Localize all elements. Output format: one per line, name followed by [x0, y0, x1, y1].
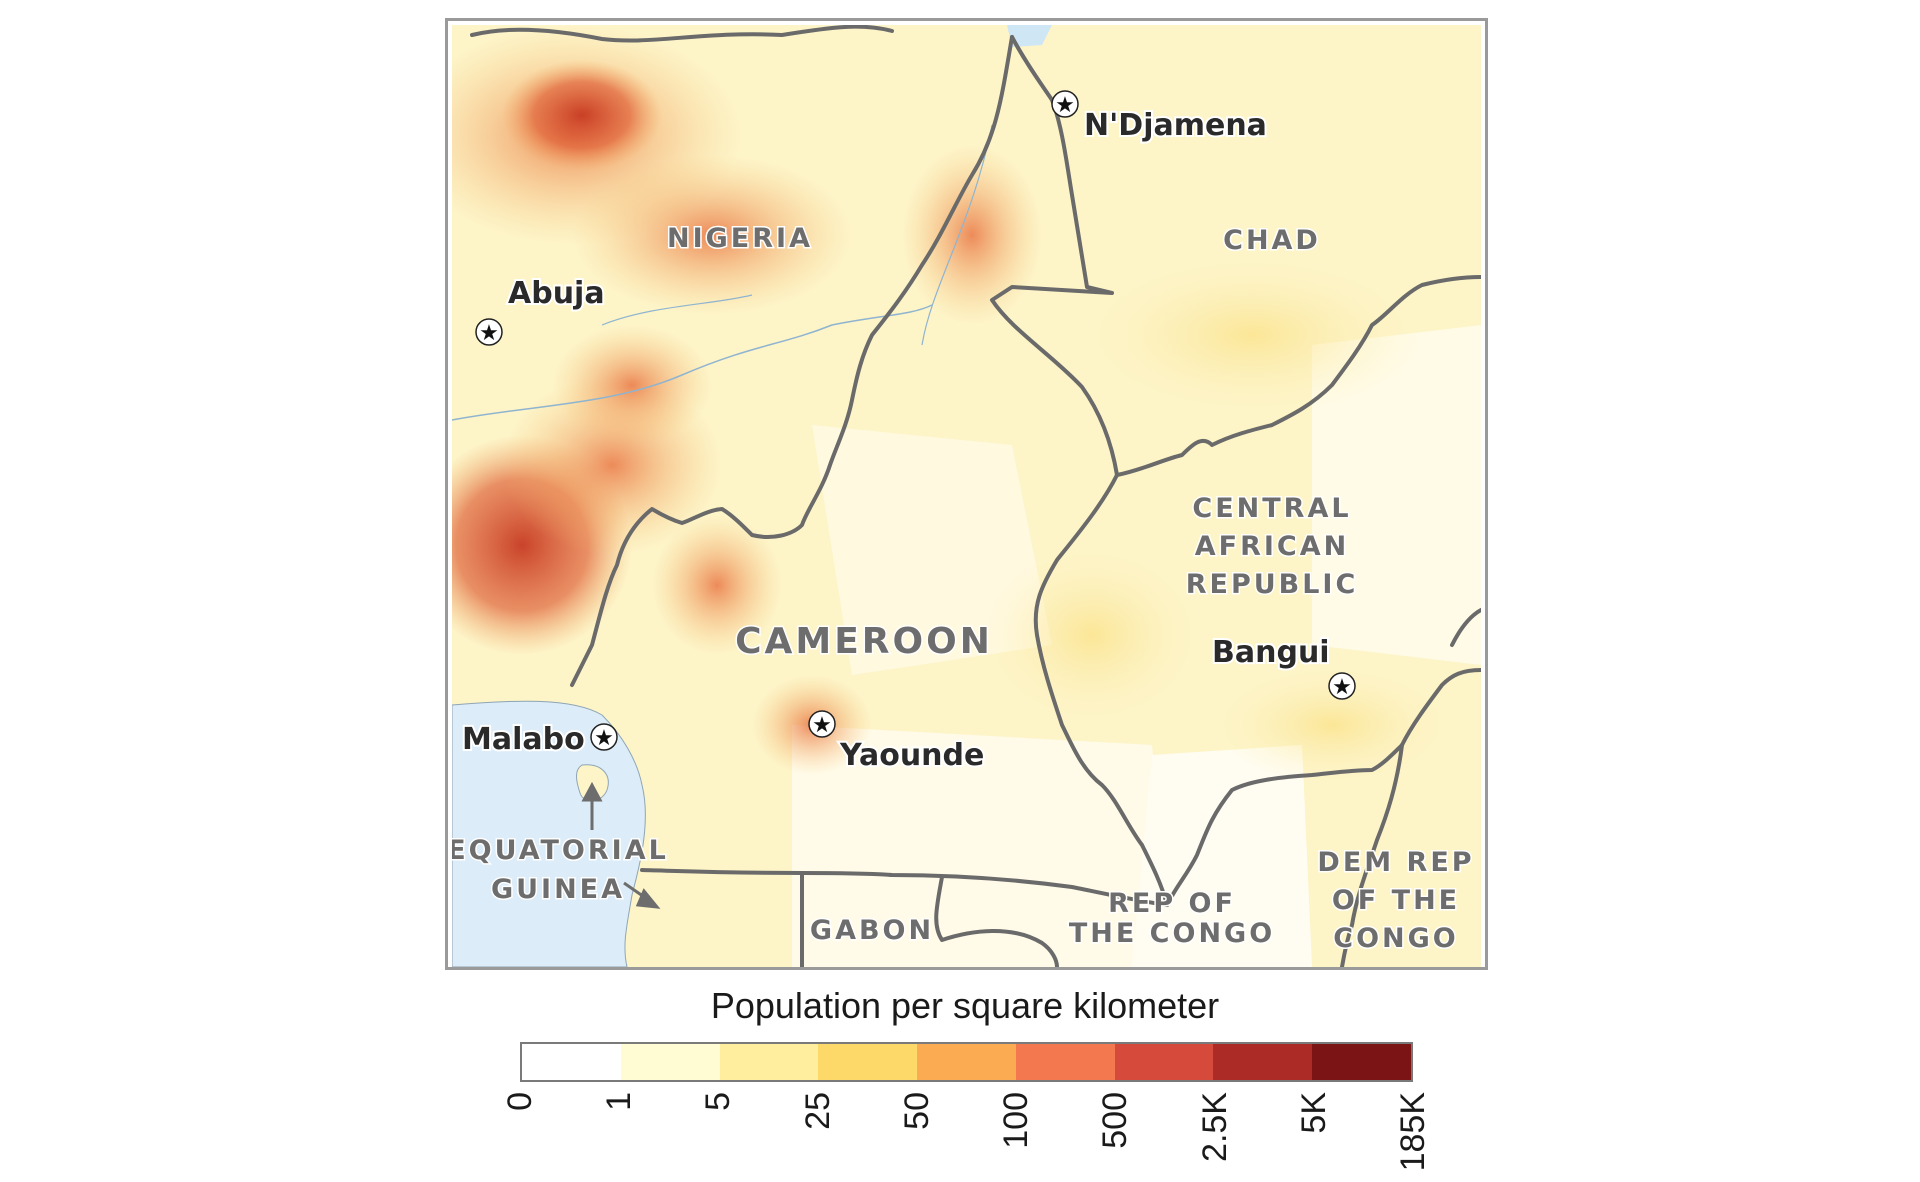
label-car-line1: CENTRAL	[1192, 493, 1351, 524]
label-rep-congo-line2: THE CONGO	[1069, 918, 1275, 949]
label-car-line3: REPUBLIC	[1186, 569, 1359, 600]
density-chad-south	[1082, 255, 1422, 415]
malabo-star-icon: ★	[594, 726, 614, 751]
capital-abuja[interactable]: ★ Abuja	[475, 274, 607, 346]
density-nigeria-east	[552, 325, 712, 445]
bangui-star-icon: ★	[1332, 675, 1352, 700]
logone-river	[921, 124, 993, 346]
legend-tick-labels: 0 1 5 25 50 100 500 2.5K 5K 185K	[501, 1090, 1432, 1180]
legend-tick-6: 500	[1096, 1092, 1135, 1149]
density-nigeria-northcore	[502, 60, 662, 170]
bangui-marker	[1328, 672, 1356, 700]
sparse-zone-congo	[1132, 745, 1312, 967]
population-density-map[interactable]: NIGERIA CHAD CENTRAL AFRICAN REPUBLIC CA…	[452, 25, 1481, 967]
label-rep-congo-line1: REP OF	[1108, 888, 1236, 919]
legend-tick-7: 2.5K	[1195, 1092, 1234, 1162]
legend-swatch-8	[1312, 1044, 1412, 1080]
capital-malabo[interactable]: ★ Malabo	[460, 720, 618, 759]
eq-guinea-arrows	[581, 781, 661, 909]
density-far-north-cameroon	[902, 145, 1042, 325]
capital-yaounde[interactable]: ★ Yaounde	[808, 710, 986, 775]
border-car-congo	[1165, 743, 1404, 907]
legend-swatch-0	[522, 1044, 621, 1080]
capital-bangui[interactable]: ★ Bangui	[1210, 633, 1356, 700]
label-nigeria: NIGERIA	[667, 223, 813, 254]
ndjamena-label: N'Djamena	[1084, 108, 1267, 143]
abuja-marker	[475, 318, 503, 346]
legend-tick-5: 100	[997, 1092, 1036, 1149]
abuja-star-icon: ★	[479, 321, 499, 346]
legend-tick-8: 5K	[1294, 1092, 1333, 1134]
label-car-line2: AFRICAN	[1195, 531, 1349, 562]
label-eq-guinea-line1: EQUATORIAL	[452, 835, 669, 866]
bangui-label: Bangui	[1212, 635, 1330, 670]
label-chad: CHAD	[1223, 225, 1321, 256]
map-frame: NIGERIA CHAD CENTRAL AFRICAN REPUBLIC CA…	[445, 18, 1488, 970]
legend-tick-0: 0	[501, 1092, 539, 1111]
ndjamena-marker	[1051, 90, 1079, 118]
legend-swatch-6	[1114, 1044, 1214, 1080]
legend-tick-4: 50	[897, 1092, 936, 1130]
capital-ndjamena[interactable]: ★ N'Djamena	[1051, 90, 1269, 145]
border-gabon-congo	[934, 875, 1059, 967]
yaounde-star-icon: ★	[812, 713, 832, 738]
legend-tick-9: 185K	[1394, 1092, 1432, 1172]
lake-chad	[1007, 25, 1052, 47]
legend-swatch-3	[818, 1044, 918, 1080]
border-car-drc-east	[1450, 608, 1481, 647]
label-drc-line3: CONGO	[1333, 923, 1458, 954]
border-nigeria-north	[470, 25, 894, 43]
label-drc-line1: DEM REP	[1317, 847, 1474, 878]
abuja-label: Abuja	[508, 276, 605, 311]
border-chad-car	[1115, 275, 1481, 477]
legend-tick-1: 1	[600, 1092, 639, 1111]
legend-swatch-2	[719, 1044, 819, 1080]
legend-tick-2: 5	[699, 1092, 738, 1111]
legend-swatch-7	[1213, 1044, 1313, 1080]
density-car-west	[982, 545, 1202, 725]
sparse-zone-south	[792, 725, 1172, 967]
malabo-marker	[590, 723, 618, 751]
border-congo-drc	[1340, 743, 1404, 967]
legend-color-bar	[520, 1042, 1413, 1082]
sparse-zone-car	[1312, 325, 1481, 665]
density-west-cameroon	[652, 515, 782, 655]
legend-swatch-5	[1015, 1044, 1115, 1080]
border-nigeria-cameroon	[570, 35, 1014, 687]
border-cameroon-car	[1033, 473, 1169, 907]
malabo-label: Malabo	[462, 722, 585, 757]
border-car-drc	[1400, 668, 1481, 747]
arrow-to-bioko-head	[581, 781, 603, 802]
niger-river	[601, 294, 753, 326]
arrow-to-mainland-head	[635, 888, 661, 909]
yaounde-label: Yaounde	[839, 738, 984, 773]
label-gabon: GABON	[810, 915, 934, 946]
density-nigeria-central	[572, 155, 852, 315]
legend-swatch-1	[620, 1044, 720, 1080]
border-cameroon-south	[640, 868, 1169, 907]
ndjamena-star-icon: ★	[1055, 93, 1075, 118]
label-cameroon: CAMEROON	[735, 621, 993, 662]
benue-river	[452, 304, 933, 421]
yaounde-marker	[808, 710, 836, 738]
label-eq-guinea-line2: GUINEA	[491, 874, 625, 905]
legend-tick-3: 25	[798, 1092, 837, 1130]
label-drc-line2: OF THE	[1332, 885, 1460, 916]
legend-title: Population per square kilometer	[710, 985, 1220, 1026]
legend-swatch-4	[917, 1044, 1016, 1080]
